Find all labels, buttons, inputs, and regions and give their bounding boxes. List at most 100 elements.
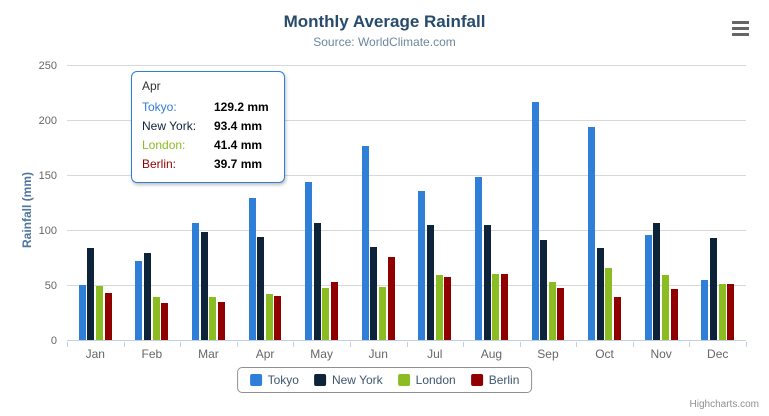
x-axis-label: Oct	[595, 347, 614, 361]
x-axis-label: Mar	[198, 347, 219, 361]
bar-berlin-jun[interactable]	[387, 256, 395, 340]
legend-item-berlin[interactable]: Berlin	[470, 373, 520, 387]
bar-new-york-may[interactable]	[313, 223, 321, 340]
bar-london-jan[interactable]	[96, 286, 104, 340]
tooltip-series-label: Berlin:	[142, 157, 177, 171]
bar-london-feb[interactable]	[152, 297, 160, 340]
y-axis-label: 0	[50, 335, 57, 347]
legend-label: Berlin	[488, 373, 520, 387]
legend-item-london[interactable]: London	[397, 373, 456, 387]
gridline	[67, 65, 746, 66]
bar-berlin-mar[interactable]	[217, 302, 225, 340]
bar-tokyo-oct[interactable]	[588, 126, 596, 340]
bar-london-mar[interactable]	[209, 296, 217, 340]
bar-new-york-jun[interactable]	[370, 247, 378, 340]
tooltip-value: 129.2 mm	[214, 100, 269, 114]
bar-new-york-oct[interactable]	[596, 248, 604, 340]
bar-berlin-nov[interactable]	[670, 288, 678, 340]
bar-tokyo-feb[interactable]	[135, 261, 143, 340]
credits-link[interactable]: Highcharts.com	[689, 399, 759, 410]
x-axis-tick	[180, 342, 182, 347]
x-axis-label: Jan	[85, 347, 105, 361]
bar-berlin-sep[interactable]	[557, 287, 565, 340]
legend-item-new-york[interactable]: New York	[313, 373, 383, 387]
x-axis-label: Jun	[368, 347, 388, 361]
legend-swatch-icon	[313, 374, 326, 386]
y-axis-label: 50	[44, 280, 57, 292]
bar-new-york-apr[interactable]	[257, 237, 265, 340]
legend-item-tokyo[interactable]: Tokyo	[249, 373, 299, 387]
bar-tokyo-apr[interactable]	[248, 197, 256, 340]
bar-berlin-dec[interactable]	[727, 283, 735, 340]
x-axis-label: Jul	[427, 347, 443, 361]
y-axis-label: 200	[38, 115, 57, 127]
bar-london-jun[interactable]	[379, 286, 386, 340]
bar-new-york-jan[interactable]	[87, 248, 95, 340]
bar-tokyo-jan[interactable]	[78, 285, 86, 340]
legend-label: London	[415, 373, 456, 387]
chart-title: Monthly Average Rainfall	[283, 12, 486, 31]
x-axis-tick	[576, 342, 578, 347]
bar-tokyo-sep[interactable]	[531, 101, 539, 340]
bar-london-sep[interactable]	[548, 282, 556, 340]
x-axis-tick	[406, 342, 408, 347]
x-axis-label: Nov	[650, 347, 672, 361]
bar-tokyo-jun[interactable]	[361, 146, 369, 340]
bar-london-apr[interactable]	[265, 294, 273, 340]
bar-berlin-apr[interactable]	[274, 296, 282, 340]
bar-new-york-mar[interactable]	[200, 231, 208, 340]
bar-new-york-nov[interactable]	[653, 222, 661, 340]
legend-swatch-icon	[249, 374, 262, 386]
bar-tokyo-jul[interactable]	[418, 190, 426, 340]
bar-london-dec[interactable]	[718, 283, 726, 340]
gridline	[67, 175, 746, 176]
bar-new-york-feb[interactable]	[144, 253, 152, 340]
x-axis-tick	[349, 342, 351, 347]
x-axis-tick	[236, 342, 238, 347]
bar-berlin-feb[interactable]	[161, 303, 169, 340]
bar-new-york-aug[interactable]	[483, 225, 491, 340]
x-axis-tick	[632, 342, 634, 347]
bar-london-oct[interactable]	[605, 268, 613, 340]
hamburger-bar	[732, 21, 749, 24]
y-axis-label: 250	[38, 60, 57, 72]
y-axis-label: 150	[38, 170, 57, 182]
bar-new-york-dec[interactable]	[709, 238, 717, 340]
tooltip-row: New York: 93.4 mm	[142, 117, 274, 136]
legend-label: New York	[331, 373, 383, 387]
x-axis-label: Dec	[707, 347, 729, 361]
bar-tokyo-dec[interactable]	[701, 280, 709, 340]
bar-london-may[interactable]	[322, 288, 330, 340]
x-axis-label: Apr	[255, 347, 275, 361]
bar-tokyo-aug[interactable]	[474, 176, 482, 340]
tooltip: Apr Tokyo: 129.2 mm New York: 93.4 mm London…	[131, 71, 285, 183]
bar-berlin-jul[interactable]	[444, 276, 452, 340]
bar-new-york-jul[interactable]	[426, 224, 434, 340]
bar-london-aug[interactable]	[492, 274, 500, 340]
legend-label: Tokyo	[267, 373, 299, 387]
hamburger-icon[interactable]	[732, 21, 750, 36]
bar-tokyo-nov[interactable]	[644, 234, 652, 340]
tooltip-row: Tokyo: 129.2 mm	[142, 98, 274, 117]
x-axis-tick	[67, 342, 68, 347]
x-axis-label: Aug	[480, 347, 503, 361]
tooltip-value: 41.4 mm	[214, 138, 263, 152]
bar-new-york-sep[interactable]	[540, 239, 548, 340]
x-axis-tick	[123, 342, 125, 347]
gridline	[67, 230, 746, 231]
bar-tokyo-mar[interactable]	[192, 222, 200, 340]
bar-london-jul[interactable]	[435, 275, 443, 340]
x-axis-label: May	[310, 347, 333, 361]
gridline	[67, 120, 746, 121]
bar-berlin-may[interactable]	[331, 282, 339, 340]
bar-berlin-aug[interactable]	[500, 273, 508, 340]
bar-berlin-oct[interactable]	[613, 297, 621, 340]
bar-tokyo-may[interactable]	[305, 181, 313, 340]
tooltip-value: 93.4 mm	[214, 119, 263, 133]
bar-berlin-jan[interactable]	[104, 293, 112, 340]
tooltip-row: Berlin: 39.7 mm	[142, 155, 274, 174]
bar-london-nov[interactable]	[661, 274, 669, 340]
hamburger-bar	[732, 27, 749, 30]
tooltip-series-label: New York:	[142, 119, 197, 133]
